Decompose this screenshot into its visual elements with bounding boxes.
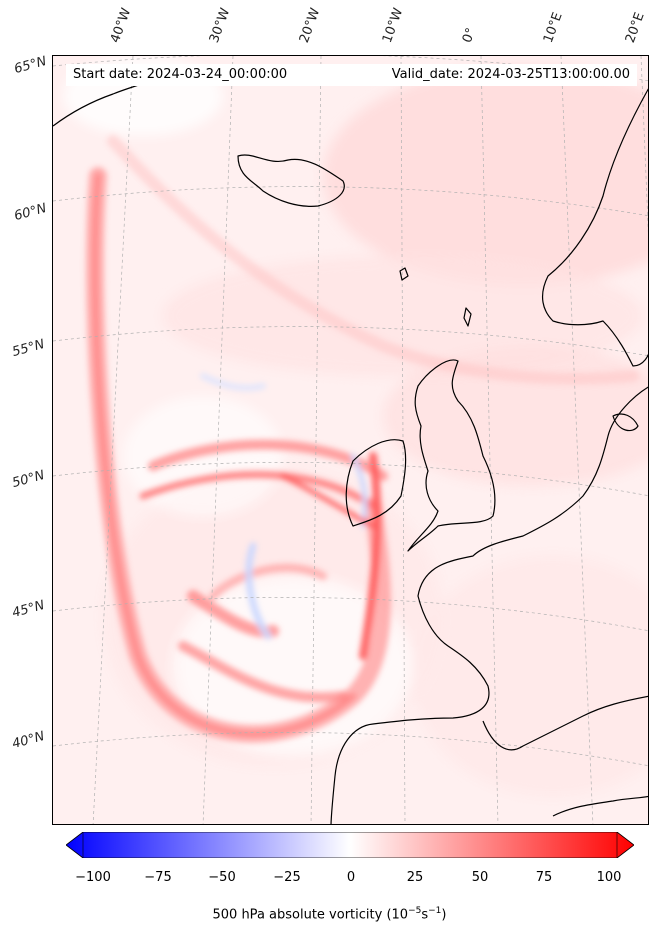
lat-label-45n: 45°N xyxy=(10,598,47,621)
colorbar-label: 500 hPa absolute vorticity (10−5s−1) xyxy=(212,906,447,923)
colorbar-tick: −25 xyxy=(273,870,301,885)
lat-label-65n: 65°N xyxy=(12,54,49,77)
coast-africa xyxy=(552,795,648,817)
coast-shetland xyxy=(463,307,472,327)
lon-label-20w: 20°W xyxy=(296,6,324,45)
colorbar-tick: 50 xyxy=(471,870,489,885)
lat-label-55n: 55°N xyxy=(10,337,47,360)
coast-continent xyxy=(330,386,648,824)
lon-label-40w: 40°W xyxy=(107,6,135,45)
colorbar-gradient xyxy=(66,832,634,858)
lon-label-30w: 30°W xyxy=(206,6,234,45)
coast-faroe xyxy=(399,267,409,281)
coast-iceland xyxy=(237,154,345,207)
lat-label-60n: 60°N xyxy=(12,201,49,224)
lon-label-10e: 10°E xyxy=(540,10,566,46)
colorbar-tick: 100 xyxy=(596,870,622,885)
lon-label-20e: 20°E xyxy=(622,10,648,46)
lon-label-10w: 10°W xyxy=(379,6,407,45)
vorticity-map xyxy=(53,56,648,824)
coast-norway xyxy=(541,88,648,367)
graticule xyxy=(53,56,648,824)
coast-ireland xyxy=(345,439,407,527)
map-panel[interactable] xyxy=(52,55,649,825)
lat-label-40n: 40°N xyxy=(10,729,47,752)
date-info-box: Start date: 2024-03-24_00:00:00 Valid_da… xyxy=(66,64,637,86)
colorbar-tick: 75 xyxy=(535,870,553,885)
valid-date-text: Valid_date: 2024-03-25T13:00:00.00 xyxy=(391,67,630,82)
colorbar-tick: −100 xyxy=(75,870,111,885)
colorbar-tick: −50 xyxy=(208,870,236,885)
colorbar xyxy=(66,832,634,858)
colorbar-tick: −75 xyxy=(144,870,172,885)
coast-baltic-island xyxy=(612,413,639,432)
colorbar-tick: 25 xyxy=(406,870,424,885)
coast-iberia-north xyxy=(482,695,648,751)
lon-label-0: 0° xyxy=(459,25,480,45)
lat-label-50n: 50°N xyxy=(10,468,47,491)
coastlines xyxy=(53,73,648,824)
start-date-text: Start date: 2024-03-24_00:00:00 xyxy=(73,67,288,82)
coast-great-britain xyxy=(407,359,496,552)
vorticity-bands xyxy=(85,135,639,743)
colorbar-tick: 0 xyxy=(346,870,356,885)
